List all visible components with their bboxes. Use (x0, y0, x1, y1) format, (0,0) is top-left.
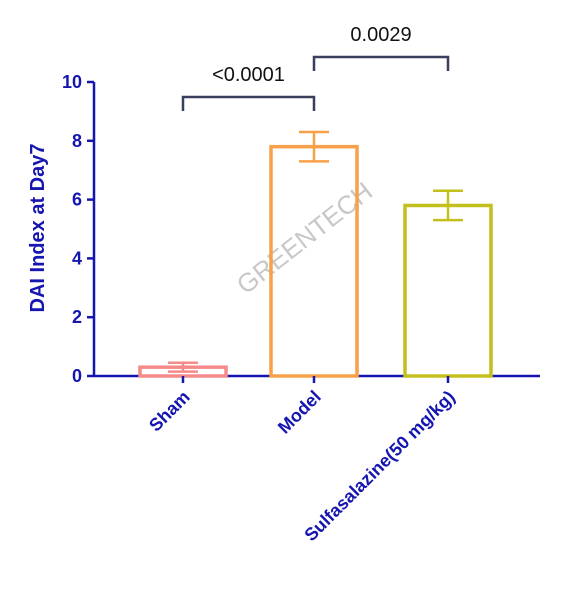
x-tick-label: Sulfasalazine(50 mg/kg) (300, 387, 458, 545)
y-tick-label: 4 (72, 248, 82, 268)
y-tick-label: 6 (72, 190, 82, 210)
significance-bracket (181, 95, 316, 111)
y-tick-label: 8 (72, 131, 82, 151)
p-value-label: 0.0029 (350, 24, 411, 46)
p-value-label: <0.0001 (212, 64, 285, 86)
x-tick-label: Model (274, 387, 325, 438)
y-tick-label: 0 (72, 366, 82, 386)
y-axis-label: DAI Index at Day7 (27, 144, 49, 313)
significance-bracket (312, 55, 450, 71)
x-tick-label: Sham (145, 387, 194, 436)
y-tick-label: 10 (62, 72, 82, 92)
bar (403, 203, 493, 378)
y-tick-label: 2 (72, 307, 82, 327)
